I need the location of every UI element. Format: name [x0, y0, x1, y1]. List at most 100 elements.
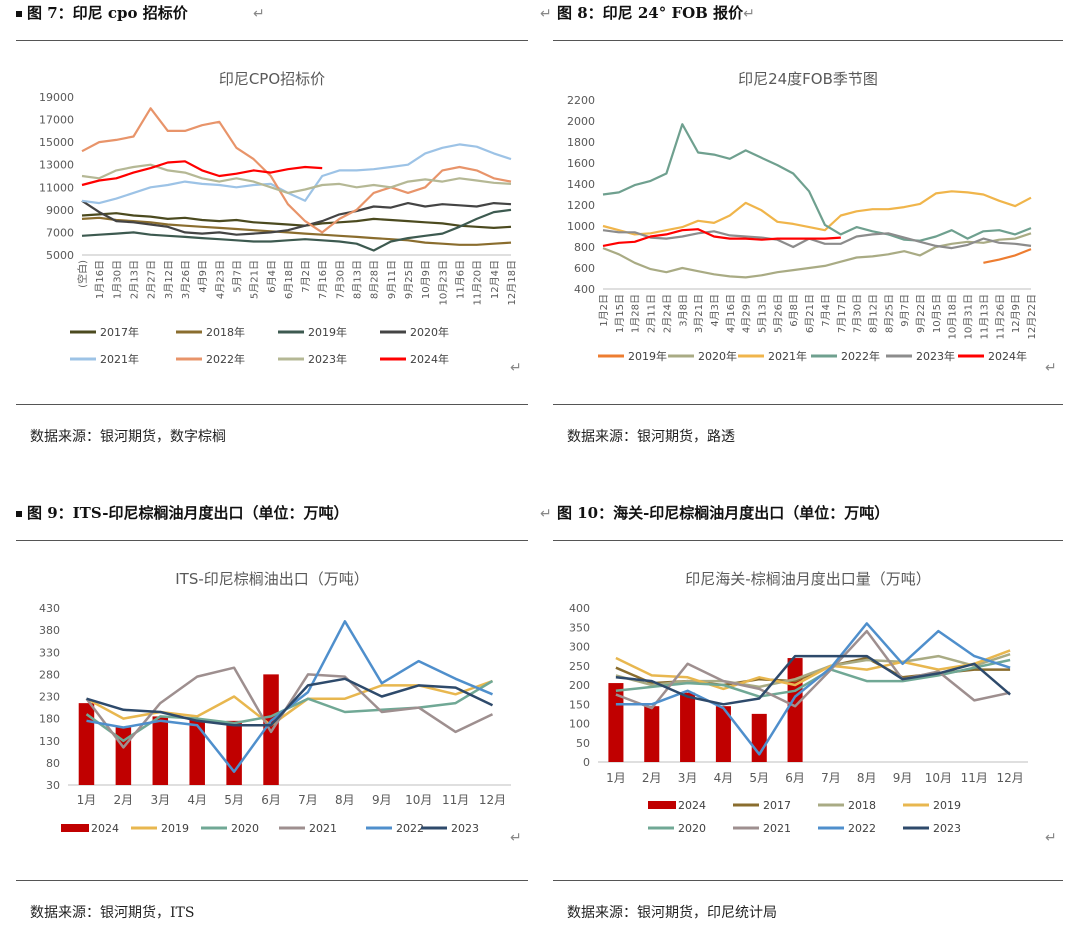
y-tick-label: 0 — [583, 756, 590, 769]
y-tick-label: 300 — [569, 641, 590, 654]
legend-swatch — [648, 801, 676, 809]
y-tick-label: 280 — [39, 668, 60, 681]
legend-label: 2024 — [91, 822, 119, 835]
x-tick-label: 2月11日 — [646, 294, 658, 333]
series-line-2022 — [602, 123, 1032, 242]
x-tick-label: 12月9日 — [1010, 294, 1022, 333]
x-tick-label: 10月18日 — [947, 294, 959, 339]
legend-label: 2022 — [848, 822, 876, 835]
legend-label: 2019年 — [308, 325, 347, 339]
y-tick-label: 1600 — [567, 157, 595, 170]
y-tick-label: 1200 — [567, 199, 595, 212]
series-line-2021 — [81, 143, 512, 205]
legend-label: 2021年 — [100, 352, 139, 366]
x-tick-label: 8月13日 — [352, 260, 364, 299]
return-mark: ↵ — [1045, 360, 1057, 376]
return-mark: ↵ — [510, 830, 522, 846]
x-tick-label: 4月29日 — [741, 294, 753, 333]
y-tick-label: 800 — [574, 241, 595, 254]
x-tick-label: 11月 — [961, 771, 988, 785]
x-tick-label: 5月7日 — [231, 260, 243, 293]
x-tick-label: 12月22日 — [1026, 294, 1038, 339]
x-tick-label: 7月16日 — [317, 260, 329, 299]
x-tick-label: 6月4日 — [266, 260, 278, 293]
x-tick-label: 8月25日 — [883, 294, 895, 333]
x-tick-label: 9月22日 — [915, 294, 927, 333]
y-tick-label: 150 — [569, 698, 590, 711]
x-tick-label: 8月 — [857, 771, 877, 785]
x-tick-label: 9月 — [893, 771, 913, 785]
bar-2024 — [189, 718, 205, 785]
x-tick-label: 4月9日 — [197, 260, 209, 293]
legend-label: 2022 — [396, 822, 424, 835]
x-tick-label: 3月 — [150, 793, 170, 807]
y-tick-label: 1800 — [567, 136, 595, 149]
y-tick-label: 400 — [574, 283, 595, 296]
x-tick-label: 11月20日 — [472, 260, 484, 305]
legend-label: 2022年 — [206, 352, 245, 366]
fig7-top-rule — [16, 40, 528, 41]
legend-label: 2020 — [231, 822, 259, 835]
y-tick-label: 15000 — [39, 136, 74, 149]
fig8-bottom-rule — [553, 404, 1063, 405]
y-tick-label: 180 — [39, 713, 60, 726]
legend-label: 2021 — [763, 822, 791, 835]
x-tick-label: 5月26日 — [772, 294, 784, 333]
bar-2024 — [226, 720, 242, 785]
x-tick-label: 12月4日 — [489, 260, 501, 299]
x-tick-label: 6月 — [261, 793, 281, 807]
x-tick-label: 10月 — [925, 771, 952, 785]
y-tick-label: 5000 — [46, 249, 74, 262]
x-tick-label: 11月6日 — [455, 260, 467, 299]
x-tick-label: 9月 — [372, 793, 392, 807]
x-tick-label: (空白) — [76, 260, 89, 288]
legend-label: 2023 — [451, 822, 479, 835]
fig7-chart: 印尼CPO招标价 5000 7000 9000 11000 13000 15000 17000… — [39, 70, 522, 376]
x-tick-label: 9月7日 — [899, 294, 911, 327]
bar-2024 — [152, 716, 169, 785]
legend-label: 2018 — [848, 799, 876, 812]
bar-2024 — [78, 703, 95, 785]
y-tick-label: 100 — [569, 718, 590, 731]
x-tick-label: 7月17日 — [836, 294, 848, 333]
x-tick-label: 10月 — [405, 793, 432, 807]
legend-label: 2020 — [678, 822, 706, 835]
chart-title: ITS-印尼棕榈油出口（万吨） — [175, 570, 369, 588]
fig8-top-rule — [553, 40, 1063, 41]
y-tick-label: 130 — [39, 735, 60, 748]
y-tick-label: 13000 — [39, 159, 74, 172]
legend-label: 2021 — [309, 822, 337, 835]
series-line-2023 — [615, 654, 1011, 706]
y-tick-label: 400 — [569, 602, 590, 615]
x-tick-label: 10月9日 — [420, 260, 432, 299]
y-tick-label: 380 — [39, 624, 60, 637]
legend-label: 2022年 — [841, 349, 880, 363]
bar-2024 — [787, 658, 803, 762]
chart-title: 印尼CPO招标价 — [219, 70, 325, 88]
y-tick-label: 430 — [39, 602, 60, 615]
legend-label: 2019 — [161, 822, 189, 835]
legend-label: 2021年 — [768, 349, 807, 363]
legend-label: 2024年 — [988, 349, 1027, 363]
series-line-2022 — [81, 107, 512, 234]
y-tick-label: 230 — [39, 691, 60, 704]
series-line-2019 — [615, 649, 1011, 691]
chart-title: 印尼24度FOB季节图 — [738, 70, 878, 88]
x-tick-label: 2月27日 — [146, 260, 158, 299]
y-tick-label: 19000 — [39, 91, 74, 104]
fig7-source: 数据来源：银河期货，数字棕榈 — [30, 429, 226, 445]
x-tick-label: 4月16日 — [725, 294, 737, 333]
series-line-2023 — [602, 229, 1032, 250]
x-tick-label: 11月26日 — [994, 294, 1006, 339]
fig10-top-rule — [553, 540, 1063, 541]
fig8-source: 数据来源：银河期货，路透 — [567, 429, 735, 445]
bar-2024 — [644, 706, 660, 762]
fig9-top-rule — [16, 540, 528, 541]
x-tick-label: 6月 — [785, 771, 805, 785]
fig10-chart: 印尼海关-棕榈油月度出口量（万吨） 0 50 100 150 200 250 300 350 40… — [569, 570, 1057, 846]
legend-label: 2020年 — [410, 325, 449, 339]
series-line-2017 — [81, 212, 512, 229]
y-tick-label: 350 — [569, 621, 590, 634]
x-tick-label: 1月28日 — [630, 294, 642, 333]
fig9-chart: ITS-印尼棕榈油出口（万吨） 30 80 130 180 230 280 330 380 430… — [39, 570, 522, 846]
